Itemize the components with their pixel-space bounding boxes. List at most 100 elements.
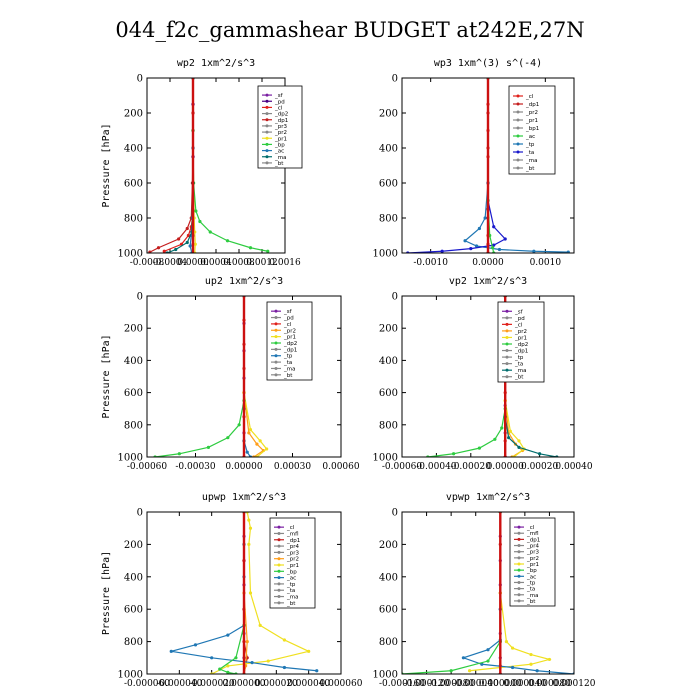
data-point-ac — [510, 665, 515, 670]
data-point-pr1 — [282, 638, 287, 642]
data-point-ta — [492, 225, 496, 229]
x-tick-label: 0.0016 — [269, 258, 301, 268]
legend-marker — [265, 99, 269, 103]
legend-marker — [517, 599, 521, 603]
data-point-bp — [226, 670, 230, 674]
data-point-pr1 — [193, 242, 197, 246]
legend-label: _tp — [514, 355, 524, 361]
legend-label: _dp1 — [525, 102, 539, 108]
legend-marker — [505, 322, 509, 326]
data-point-ac — [461, 656, 466, 660]
legend-marker — [274, 309, 278, 313]
legend-marker — [517, 537, 521, 541]
legend-label: _pr2 — [526, 556, 539, 562]
legend-marker — [516, 166, 520, 170]
x-tick-label: 0.00040 — [555, 462, 592, 472]
legend-box — [266, 301, 313, 381]
legend-marker — [277, 576, 281, 580]
x-tick-label: -0.000160 — [379, 679, 425, 689]
data-point-pr1 — [248, 428, 253, 432]
legend-marker — [505, 316, 509, 320]
data-point-ac — [210, 656, 214, 660]
legend-marker — [517, 580, 521, 584]
data-point-dp1 — [156, 246, 161, 250]
chart-panel-1: wp2 1xm^2/s^3 Pressure [hPa] 0 200 400 600 800… — [101, 58, 303, 268]
chart-panel-4: vp2 1xm^2/s^302004006008001000-0.00060-0… — [373, 276, 593, 472]
data-point-pr2 — [247, 431, 251, 435]
data-point-ac — [188, 244, 192, 248]
legend-label: _cl — [283, 322, 292, 328]
y-tick-label: 400 — [124, 572, 143, 583]
series-line-bp — [218, 512, 245, 674]
y-tick-label: 600 — [124, 179, 143, 190]
legend-marker — [517, 544, 521, 548]
data-point-pr1 — [248, 526, 253, 530]
legend-label: _cl — [526, 525, 535, 531]
legend-label: _bt — [283, 373, 293, 379]
y-tick-label: 0 — [137, 508, 143, 519]
legend-label: _ac — [526, 574, 536, 580]
legend-label: _bp — [526, 568, 537, 574]
data-point-cl — [162, 249, 166, 253]
legend-label: _ma — [526, 593, 538, 599]
legend-label: _dp2 — [274, 112, 288, 118]
data-point-dp1 — [185, 226, 189, 231]
y-tick-label: 200 — [379, 109, 398, 120]
series-line-dp2 — [155, 296, 245, 457]
data-point-pr1 — [248, 591, 253, 595]
x-tick-label: -0.00040 — [416, 462, 457, 472]
legend-label: _pr2 — [283, 328, 296, 334]
data-point-dp2 — [206, 445, 211, 449]
series-line-bp — [402, 512, 501, 674]
legend-marker — [265, 142, 269, 146]
legend-marker — [265, 130, 269, 134]
legend-marker — [265, 124, 269, 128]
series-line-bp — [192, 78, 268, 252]
x-tick-label: 0.0000 — [472, 258, 504, 268]
legend-marker — [265, 118, 269, 122]
data-point-tp — [477, 226, 481, 231]
data-point-pr1 — [247, 518, 251, 522]
data-point-ma — [507, 436, 511, 440]
legend-label: _pr4 — [526, 544, 540, 550]
data-point-pr1 — [266, 659, 270, 663]
data-point-dp2 — [500, 426, 504, 430]
legend-marker — [516, 150, 520, 154]
legend-marker — [516, 110, 520, 114]
series-line-dp1 — [149, 78, 194, 253]
legend-marker — [277, 569, 281, 573]
data-point-tp — [566, 250, 570, 253]
legend-label: _pr1 — [525, 118, 538, 124]
x-tick-label: -0.00030 — [175, 462, 216, 472]
legend-label: _dp2 — [514, 342, 528, 348]
x-tick-label: 0.00030 — [274, 462, 311, 472]
x-tick-label: 0.0004 — [200, 258, 232, 268]
legend-label: _pr2 — [274, 130, 287, 136]
legend-marker — [277, 563, 281, 567]
x-tick-label: -0.00020 — [451, 462, 492, 472]
data-point-bp — [225, 239, 230, 243]
legend-label: _pr2 — [525, 110, 538, 116]
chart-title: wp3 1xm^(3) s^(-4) — [434, 58, 542, 69]
plot-area — [406, 78, 570, 253]
legend-marker — [265, 136, 269, 140]
data-point-dp2 — [237, 423, 241, 427]
data-point-tp — [245, 450, 249, 454]
y-tick-label: 200 — [124, 540, 143, 551]
data-point-pr2 — [245, 640, 249, 644]
legend: _cl_mfl_dp1_pr4_pr3_pr2_pr1_bp_ac_tp_ta_… — [269, 517, 316, 609]
data-point-ac — [169, 649, 173, 653]
legend-marker — [517, 574, 521, 578]
legend-marker — [265, 105, 269, 109]
legend-marker — [505, 329, 509, 333]
data-point-ac — [250, 661, 254, 665]
legend-marker — [277, 550, 281, 554]
legend-label: _ma — [283, 366, 295, 372]
y-tick-label: 200 — [379, 324, 398, 335]
series-line-dp2 — [427, 296, 506, 457]
y-tick-label: 200 — [124, 324, 143, 335]
legend: _cl _dp1 _pr2 _pr1 _bp1 _ac _tp _ta _ma _bt — [508, 85, 556, 175]
data-point-ac — [193, 643, 198, 647]
y-tick-label: 800 — [124, 420, 143, 431]
data-point-tp — [483, 216, 487, 220]
